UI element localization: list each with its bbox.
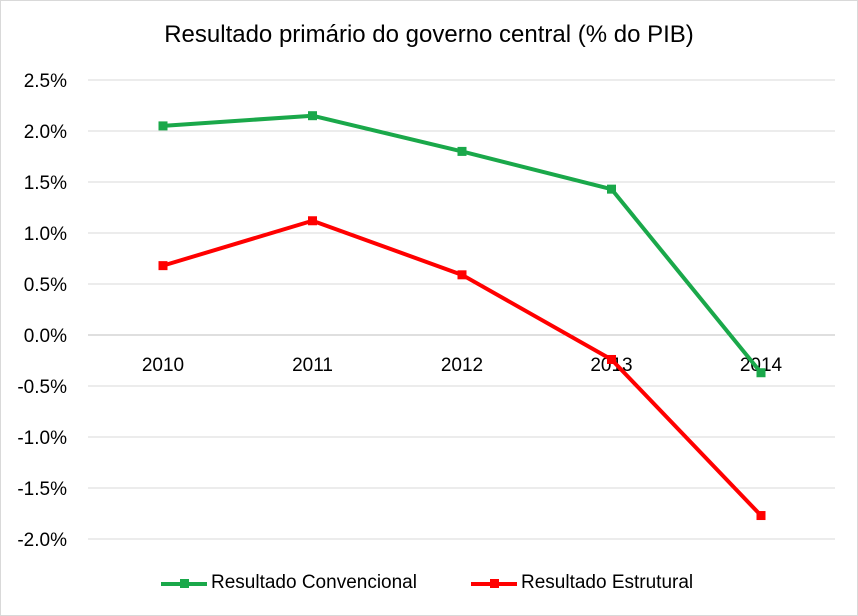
legend-item-convencional: Resultado Convencional	[161, 569, 417, 597]
data-point-marker	[457, 270, 467, 280]
y-tick-label: -1.0%	[17, 428, 67, 449]
data-point-marker	[607, 184, 616, 194]
y-tick-label: 0.5%	[24, 275, 67, 296]
legend: Resultado Convencional Resultado Estrutu…	[1, 569, 857, 597]
plot-area: 2.5% 2.0% 1.5% 1.0% 0.5% 0.0% -0.5% -1.0% -1.5% -…	[17, 71, 835, 551]
y-tick-label: 2.0%	[24, 122, 67, 143]
y-tick-label: -1.5%	[17, 479, 67, 500]
y-tick-label: 2.5%	[24, 71, 67, 92]
y-tick-label: 1.5%	[24, 173, 67, 194]
x-tick-label: 2011	[292, 355, 333, 376]
y-tick-label: 1.0%	[24, 224, 67, 245]
x-tick-label: 2010	[142, 355, 184, 376]
legend-marker-convencional-icon	[180, 579, 189, 588]
legend-marker-estrutural-icon	[490, 579, 499, 588]
y-tick-label: -2.0%	[17, 530, 67, 551]
legend-swatch-convencional	[161, 573, 207, 593]
data-point-marker	[457, 146, 467, 156]
data-point-marker	[607, 354, 616, 364]
legend-item-estrutural: Resultado Estrutural	[471, 569, 693, 597]
chart-title: Resultado primário do governo central (%…	[164, 21, 694, 48]
y-tick-label: 0.0%	[24, 326, 67, 347]
legend-label-estrutural: Resultado Estrutural	[521, 572, 694, 593]
legend-label-convencional: Resultado Convencional	[211, 572, 417, 593]
data-point-marker	[308, 111, 317, 121]
data-point-marker	[158, 121, 168, 131]
data-point-marker	[756, 511, 766, 521]
data-point-marker	[158, 261, 168, 271]
x-tick-label: 2012	[441, 355, 483, 376]
legend-swatch-estrutural	[471, 573, 517, 593]
data-point-marker	[756, 368, 766, 378]
data-point-marker	[308, 216, 317, 226]
y-tick-label: -0.5%	[17, 377, 67, 398]
